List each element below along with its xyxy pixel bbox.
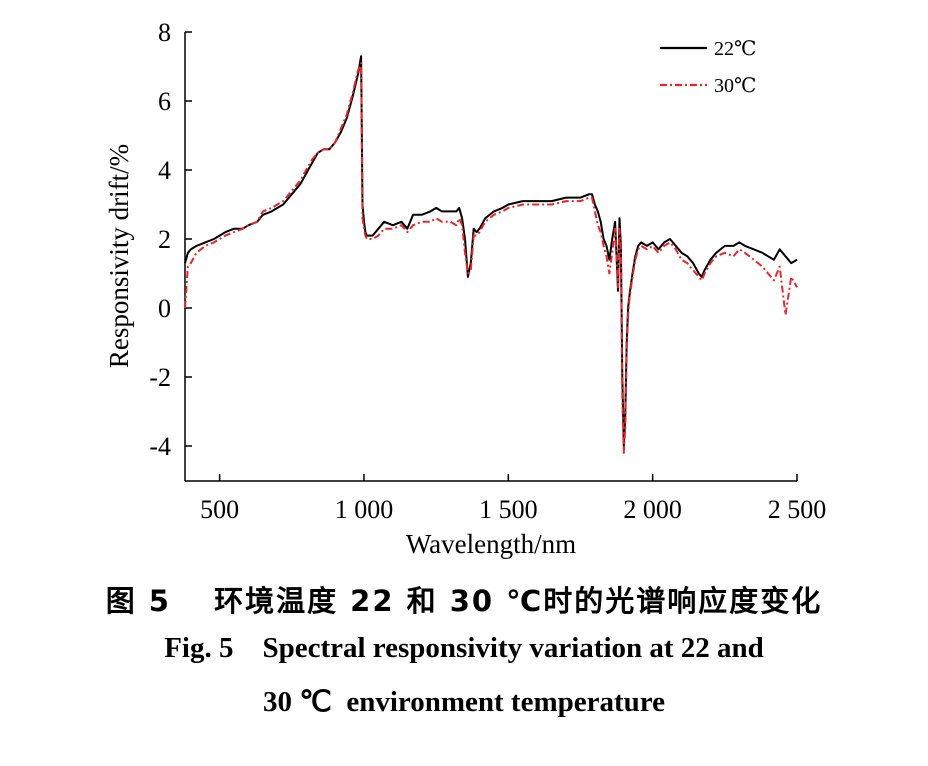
y-tick-label: 6: [158, 87, 171, 116]
figure-caption-chinese: 图 5 环境温度 22 和 30 ℃时的光谱响应度变化: [105, 584, 823, 618]
x-axis-title: Wavelength/nm: [406, 529, 576, 559]
y-ticks: 8 6 4 2 0 -2 -4: [149, 18, 192, 461]
legend-label-30c: 30℃: [714, 75, 756, 97]
x-tick-label: 2 000: [623, 495, 682, 524]
figure-caption-english-line2: 30 ℃ environment temperature: [263, 686, 665, 718]
series-line-22c: [184, 55, 798, 447]
plot-area: 8 6 4 2 0 -2 -4 500 1 000 1 500 2 000 2 500: [149, 18, 826, 524]
x-tick-label: 2 500: [768, 495, 827, 524]
y-tick-label: -2: [149, 363, 171, 392]
figure-caption-english-line1: Fig. 5 Spectral responsivity variation a…: [164, 632, 764, 664]
series-line-30c: [184, 62, 798, 454]
y-tick-label: -4: [149, 432, 171, 461]
x-tick-label: 500: [200, 495, 239, 524]
legend-label-22c: 22℃: [714, 38, 756, 60]
series-layer: [184, 55, 798, 454]
legend: 22℃ 30℃: [660, 38, 756, 97]
x-ticks: 500 1 000 1 500 2 000 2 500: [200, 474, 826, 524]
y-tick-label: 0: [158, 294, 171, 323]
chart: 8 6 4 2 0 -2 -4 500 1 000 1 500 2 000 2 500 Wavele…: [104, 18, 826, 559]
x-tick-label: 1 500: [479, 495, 538, 524]
y-tick-label: 2: [158, 225, 171, 254]
x-tick-label: 1 000: [335, 495, 394, 524]
y-tick-label: 4: [158, 156, 171, 185]
y-axis-title: Responsivity drift/%: [104, 144, 134, 368]
y-tick-label: 8: [158, 18, 171, 47]
